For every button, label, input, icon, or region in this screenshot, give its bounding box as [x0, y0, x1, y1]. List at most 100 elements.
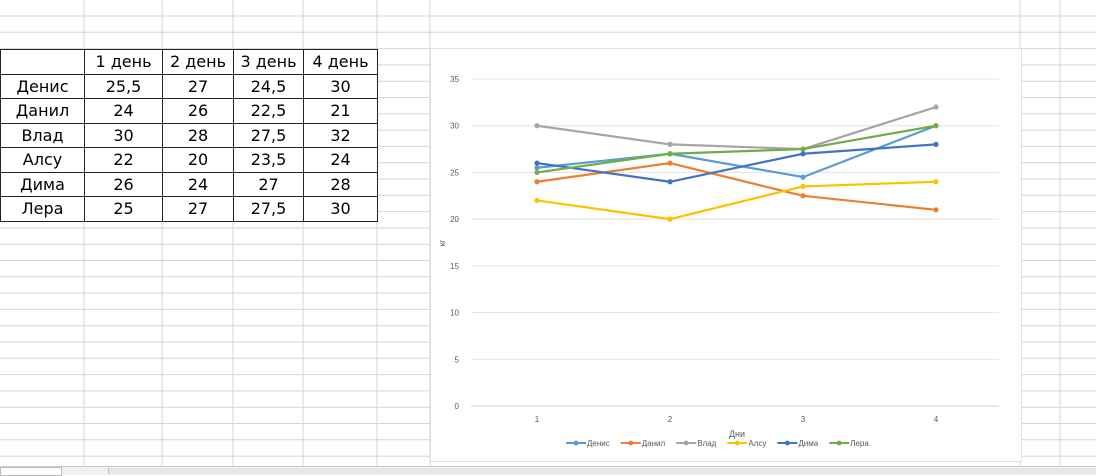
- column-header[interactable]: 3 день: [233, 49, 304, 75]
- legend-item[interactable]: Денис: [566, 439, 610, 448]
- legend-marker: [784, 440, 790, 446]
- table-cell[interactable]: 26: [162, 98, 234, 124]
- table-cell[interactable]: 30: [303, 196, 378, 222]
- data-point[interactable]: [800, 193, 806, 199]
- column-header[interactable]: 4 день: [303, 49, 378, 75]
- y-axis-label: кг: [438, 240, 447, 247]
- data-point[interactable]: [933, 123, 939, 129]
- legend-label: Дима: [798, 439, 818, 448]
- table-row: Лера 25 27 27,5 30: [0, 196, 378, 222]
- legend-label: Денис: [587, 439, 610, 448]
- legend-label: Данил: [642, 439, 666, 448]
- column-header[interactable]: 1 день: [84, 49, 163, 75]
- table-cell[interactable]: 30: [303, 73, 378, 99]
- series-line-Лера[interactable]: [536, 124, 937, 174]
- data-point[interactable]: [933, 179, 939, 185]
- data-point[interactable]: [667, 179, 673, 185]
- table-cell[interactable]: 24: [162, 171, 234, 197]
- row-label[interactable]: Лера: [0, 196, 85, 222]
- table-cell[interactable]: 24: [303, 147, 378, 173]
- table-cell[interactable]: 24,5: [233, 73, 304, 99]
- data-point[interactable]: [534, 179, 540, 185]
- data-point[interactable]: [667, 216, 673, 222]
- table-row: Алсу 22 20 23,5 24: [0, 147, 378, 173]
- x-tick-label: 3: [801, 415, 806, 424]
- table-cell[interactable]: 27,5: [233, 122, 304, 148]
- series-line-Алсу[interactable]: [536, 180, 937, 221]
- data-point[interactable]: [667, 160, 673, 166]
- y-tick-label: 0: [455, 402, 460, 411]
- column-header[interactable]: [0, 49, 85, 75]
- table-cell[interactable]: 27: [162, 196, 234, 222]
- series-line-Влад[interactable]: [536, 105, 937, 151]
- data-point[interactable]: [800, 151, 806, 157]
- sheet-tab[interactable]: [0, 467, 62, 476]
- table-cell[interactable]: 28: [303, 171, 378, 197]
- data-table: 1 день 2 день 3 день 4 день Денис 25,5 27 24,5 3…: [0, 49, 378, 222]
- table-cell[interactable]: 27: [162, 73, 234, 99]
- data-point[interactable]: [933, 207, 939, 213]
- y-tick-label: 35: [450, 75, 459, 84]
- data-point[interactable]: [534, 197, 540, 204]
- table-cell[interactable]: 30: [84, 122, 163, 148]
- x-axis-label: Дни: [729, 429, 745, 439]
- table-row: Денис 25,5 27 24,5 30: [0, 73, 378, 99]
- table-cell[interactable]: 21: [303, 98, 378, 124]
- y-tick-label: 25: [450, 168, 459, 177]
- x-tick-label: 1: [535, 415, 540, 424]
- table-cell[interactable]: 27: [233, 171, 304, 197]
- series-line-Денис[interactable]: [536, 124, 937, 179]
- row-label[interactable]: Алсу: [0, 147, 85, 173]
- table-cell[interactable]: 26: [84, 171, 163, 197]
- data-point[interactable]: [800, 174, 806, 180]
- header-row: 1 день 2 день 3 день 4 день: [0, 49, 378, 75]
- y-tick-label: 5: [455, 355, 460, 364]
- data-point[interactable]: [800, 146, 806, 152]
- legend-item[interactable]: Данил: [620, 439, 666, 448]
- data-point[interactable]: [933, 104, 939, 110]
- table-cell[interactable]: 22: [84, 147, 163, 173]
- data-point[interactable]: [534, 123, 540, 129]
- row-label[interactable]: Влад: [0, 122, 85, 148]
- line-chart[interactable]: 0 5 10 15 20 25 30 35 1 2 3 4 Дни кг Денис Данил Влад Алс…: [430, 48, 1022, 462]
- table-row: Влад 30 28 27,5 32: [0, 122, 378, 148]
- column-header[interactable]: 2 день: [162, 49, 234, 75]
- table-row: Данил 24 26 22,5 21: [0, 98, 378, 124]
- data-point[interactable]: [534, 165, 540, 171]
- series-line-Дима[interactable]: [536, 143, 937, 183]
- legend-marker: [836, 440, 842, 446]
- data-point[interactable]: [667, 151, 673, 157]
- table-cell[interactable]: 25,5: [84, 73, 163, 99]
- data-point[interactable]: [800, 183, 806, 190]
- table-cell[interactable]: 32: [303, 122, 378, 148]
- table-cell[interactable]: 23,5: [233, 147, 304, 173]
- legend-marker: [683, 440, 689, 446]
- data-point[interactable]: [534, 160, 540, 166]
- row-label[interactable]: Данил: [0, 98, 85, 124]
- table-cell[interactable]: 24: [84, 98, 163, 124]
- y-tick-label: 10: [450, 309, 459, 318]
- horizontal-scrollbar[interactable]: [108, 468, 1096, 474]
- legend-marker: [573, 440, 579, 446]
- data-point[interactable]: [534, 169, 540, 176]
- legend-item[interactable]: Дима: [777, 439, 819, 448]
- legend-item[interactable]: Лера: [829, 439, 869, 448]
- table-cell[interactable]: 28: [162, 122, 234, 148]
- row-label[interactable]: Дима: [0, 171, 85, 197]
- table-cell[interactable]: 22,5: [233, 98, 304, 124]
- table-row: Дима 26 24 27 28: [0, 171, 378, 197]
- legend-label: Лера: [850, 439, 869, 448]
- x-tick-label: 4: [934, 415, 939, 424]
- x-tick-label: 2: [668, 415, 673, 424]
- table-cell[interactable]: 27,5: [233, 196, 304, 222]
- y-tick-label: 30: [450, 122, 459, 131]
- legend-item[interactable]: Влад: [676, 439, 717, 448]
- row-label[interactable]: Денис: [0, 73, 85, 99]
- table-cell[interactable]: 20: [162, 147, 234, 173]
- data-point[interactable]: [667, 141, 673, 147]
- y-tick-label: 15: [450, 262, 459, 271]
- table-cell[interactable]: 25: [84, 196, 163, 222]
- legend-item[interactable]: Алсу: [727, 439, 766, 448]
- legend-label: Влад: [697, 439, 716, 448]
- data-point[interactable]: [933, 141, 939, 147]
